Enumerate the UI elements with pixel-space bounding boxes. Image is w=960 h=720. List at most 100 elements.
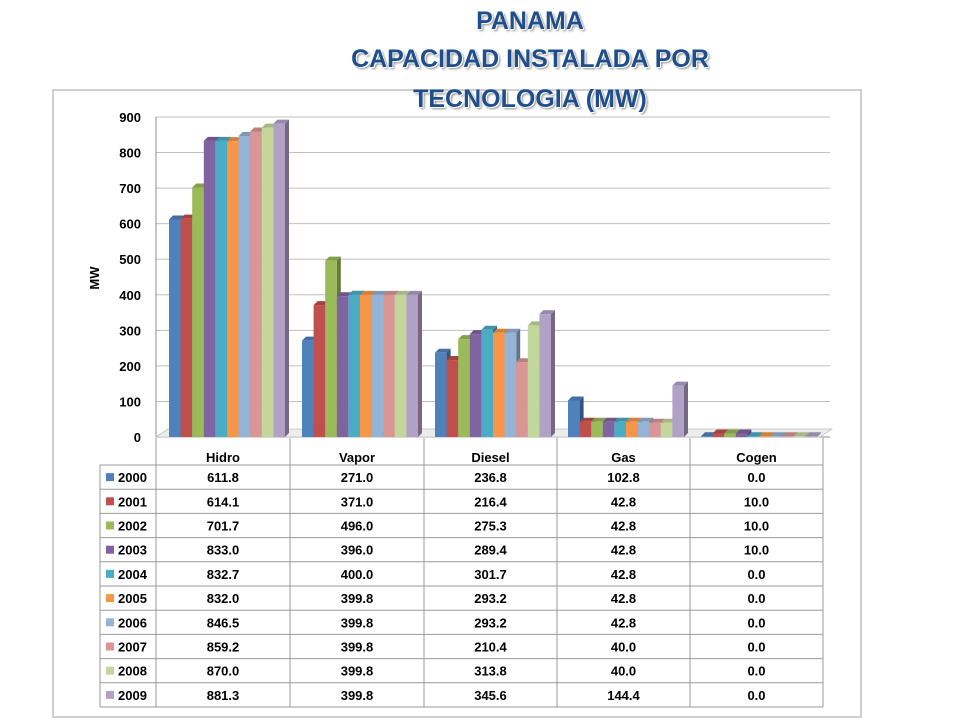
- bar-front: [458, 339, 470, 437]
- bar-top: [539, 310, 555, 315]
- bar-top: [325, 256, 341, 261]
- legend-label: 2004: [118, 567, 148, 582]
- table-cell: 611.8: [207, 470, 239, 485]
- bar-top: [383, 290, 399, 295]
- bar-top: [793, 432, 810, 437]
- bar-front: [325, 260, 337, 437]
- bar-top: [759, 432, 775, 437]
- legend-label: 2008: [118, 664, 147, 679]
- bar-side: [684, 381, 688, 437]
- bar-top: [735, 429, 752, 434]
- legend-label: 2001: [118, 494, 147, 509]
- legend-key: [106, 473, 114, 482]
- bar-top: [614, 417, 630, 422]
- table-cell: 701.7: [207, 519, 240, 534]
- legend-key: [106, 521, 114, 530]
- y-tick-label: 100: [119, 394, 141, 409]
- bar-side: [551, 310, 555, 437]
- table-cell: 881.3: [207, 688, 240, 703]
- bar-side: [817, 432, 821, 437]
- table-cell: 42.8: [611, 519, 636, 534]
- bar-front: [504, 332, 517, 437]
- bar-front: [747, 436, 759, 437]
- bar-front: [637, 421, 650, 437]
- bar-front: [192, 187, 204, 437]
- y-axis-label: MW: [87, 266, 102, 290]
- table-cell: 289.4: [474, 543, 507, 558]
- y-tick-label: 600: [119, 217, 141, 232]
- bar-front: [203, 140, 216, 438]
- table-cell: 210.4: [474, 640, 507, 655]
- bar-top: [481, 325, 497, 330]
- table-cell: 42.8: [611, 494, 636, 509]
- table-cell: 42.8: [611, 543, 636, 558]
- legend-label: 2003: [118, 543, 147, 558]
- legend-key: [106, 545, 114, 554]
- y-tick-label: 300: [119, 323, 141, 338]
- table-cell: 10.0: [744, 494, 769, 509]
- bar-top: [568, 396, 584, 401]
- bar: [672, 381, 688, 437]
- table-cell: 301.7: [474, 567, 507, 582]
- bar-front: [360, 294, 372, 437]
- table-cell: 10.0: [744, 543, 769, 558]
- table-cell: 345.6: [474, 688, 507, 703]
- x-category-label: Diesel: [471, 450, 509, 465]
- bar-top: [747, 432, 763, 437]
- bar-front: [805, 436, 817, 437]
- table-cell: 859.2: [207, 640, 240, 655]
- table-cell: 275.3: [474, 519, 507, 534]
- bar-top: [602, 417, 619, 422]
- chart-title-line-2: CAPACIDAD INSTALADA POR: [351, 45, 709, 73]
- legend-key: [106, 569, 114, 578]
- table-cell: 846.5: [207, 615, 240, 630]
- legend-key: [106, 618, 114, 627]
- table-cell: 10.0: [744, 519, 769, 534]
- bar-front: [336, 296, 349, 437]
- bar-front: [371, 294, 384, 437]
- bar-front: [348, 294, 360, 437]
- bar-front: [759, 436, 771, 437]
- bar-side: [418, 290, 422, 437]
- data-table: Hidro Vapor Diesel Gas Cogen 2000 611.8 271.0 23…: [99, 438, 824, 708]
- legend-label: 2009: [118, 688, 147, 703]
- bar-front: [261, 127, 274, 438]
- x-category-label: Cogen: [736, 450, 777, 465]
- bar-front: [169, 219, 181, 437]
- bar-top: [637, 417, 654, 422]
- y-tick-label: 700: [119, 181, 141, 196]
- bar-front: [215, 140, 227, 437]
- bar-front: [626, 421, 638, 437]
- legend-key: [106, 594, 114, 603]
- bar-top: [672, 381, 688, 386]
- legend-label: 2007: [118, 640, 147, 655]
- bar-top: [203, 136, 220, 141]
- table-cell: 313.8: [474, 664, 507, 679]
- table-cell: 271.0: [341, 470, 374, 485]
- table-cell: 832.7: [207, 567, 240, 582]
- table-cell: 0.0: [747, 640, 765, 655]
- bar-front: [302, 340, 314, 437]
- bar-front: [602, 421, 615, 437]
- bar-top: [626, 417, 642, 422]
- bar-front: [406, 294, 418, 437]
- table-cell: 42.8: [611, 591, 636, 606]
- bar-top: [273, 119, 289, 124]
- bar-front: [614, 421, 626, 437]
- bar-top: [712, 429, 729, 434]
- table-cell: 399.8: [341, 591, 374, 606]
- table-cell: 0.0: [747, 567, 765, 582]
- table-cell: 400.0: [341, 567, 374, 582]
- bar-front: [672, 385, 684, 437]
- bar-top: [348, 290, 364, 295]
- legend-label: 2006: [118, 615, 147, 630]
- chart-title-line-3: TECNOLOGIA (MW): [413, 85, 647, 113]
- bar-front: [712, 433, 725, 437]
- table-cell: 0.0: [747, 688, 765, 703]
- bar: [273, 119, 289, 437]
- table-cell: 293.2: [474, 615, 507, 630]
- bar-top: [805, 432, 821, 437]
- table-cell: 236.8: [474, 470, 507, 485]
- bar: [539, 310, 555, 437]
- bar-front: [273, 123, 285, 437]
